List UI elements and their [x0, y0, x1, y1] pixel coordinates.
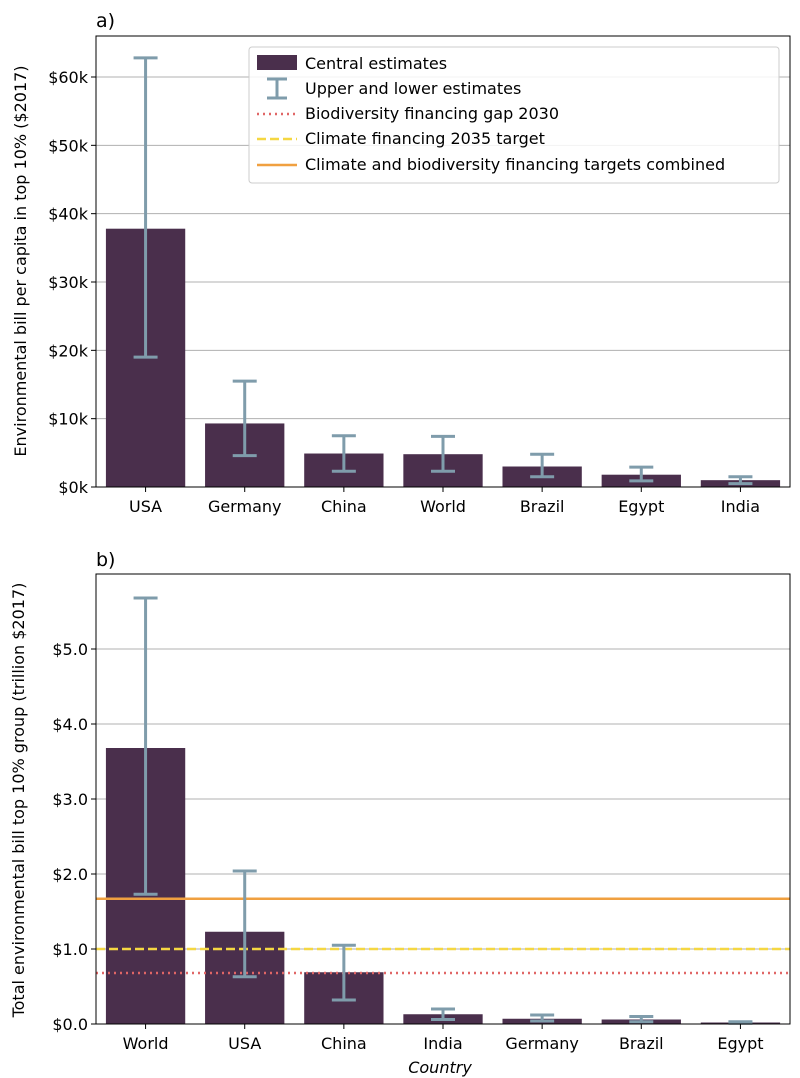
legend-box	[248, 46, 780, 184]
a-y-tick-label: $20k	[48, 341, 89, 360]
b-error-bar	[728, 1020, 753, 1025]
b-error-bar	[331, 943, 356, 1002]
b-y-tick-label: $4.0	[52, 715, 88, 734]
a-x-tick-label: World	[420, 497, 466, 516]
a-error-bar	[728, 475, 753, 486]
legend-error-swatch	[267, 77, 287, 100]
b-x-tick-label: China	[321, 1034, 367, 1053]
a-x-tick-label: China	[321, 497, 367, 516]
b-error-bar	[431, 1007, 455, 1021]
panel-a: a) Environmental bill per capita in top …	[11, 10, 791, 516]
a-error-bar	[431, 434, 455, 473]
panel-b-label: b)	[96, 549, 115, 571]
panel-b-y-ticks: $0.0 $1.0 $2.0 $3.0 $4.0 $5.0	[52, 640, 96, 1034]
panel-a-x-ticks: USA Germany China World Brazil Egypt India	[129, 487, 760, 516]
panel-a-error-bars	[133, 56, 753, 486]
b-y-tick-label: $2.0	[52, 865, 88, 884]
b-error-bar	[530, 1013, 555, 1023]
panel-b-x-ticks: World USA China India Germany Brazil Egypt	[123, 1024, 764, 1053]
b-x-tick-label: Egypt	[717, 1034, 763, 1053]
b-error-bar	[133, 596, 158, 896]
a-x-tick-label: Egypt	[618, 497, 664, 516]
panel-b-grid	[96, 648, 790, 1025]
panel-b-x-axis-label: Country	[408, 1058, 472, 1077]
a-error-bar	[530, 452, 555, 479]
legend-error-label: Upper and lower estimates	[305, 79, 521, 98]
a-y-tick-label: $40k	[48, 205, 89, 224]
panel-b-error-bars	[133, 596, 753, 1025]
b-y-tick-label: $1.0	[52, 940, 88, 959]
b-y-tick-label: $3.0	[52, 790, 88, 809]
a-error-bar	[629, 465, 654, 483]
panel-b: b) Total environmental bill top 10% grou…	[9, 549, 791, 1077]
b-x-tick-label: USA	[228, 1034, 261, 1053]
panel-b-frame	[95, 573, 791, 1025]
legend-climate-label: Climate financing 2035 target	[305, 129, 545, 148]
panel-a-y-axis-label: Environmental bill per capita in top 10%…	[11, 65, 30, 456]
a-y-tick-label: $10k	[48, 410, 89, 429]
a-x-tick-label: USA	[129, 497, 162, 516]
a-y-tick-label: $50k	[48, 136, 89, 155]
a-y-tick-label: $60k	[48, 68, 89, 87]
a-error-bar	[133, 56, 158, 359]
b-y-tick-label: $5.0	[52, 640, 88, 659]
b-x-tick-label: Germany	[505, 1034, 579, 1053]
b-x-tick-label: India	[423, 1034, 462, 1053]
panel-a-frame	[95, 35, 791, 488]
legend: Central estimates Upper and lower estima…	[248, 46, 780, 184]
b-error-bar	[629, 1015, 654, 1024]
a-x-tick-label: Brazil	[520, 497, 565, 516]
a-error-bar	[232, 379, 257, 458]
b-x-tick-label: World	[123, 1034, 169, 1053]
panel-b-bars	[105, 748, 781, 1024]
legend-central-swatch	[257, 55, 297, 70]
a-x-tick-label: Germany	[208, 497, 282, 516]
panel-b-target-lines	[96, 897, 790, 975]
legend-combined-label: Climate and biodiversity financing targe…	[305, 155, 725, 174]
a-error-bar	[331, 434, 356, 473]
b-x-tick-label: Brazil	[619, 1034, 664, 1053]
panel-b-y-axis-label: Total environmental bill top 10% group (…	[9, 583, 28, 1019]
a-y-tick-label: $30k	[48, 273, 89, 292]
a-x-tick-label: India	[721, 497, 760, 516]
b-y-tick-label: $0.0	[52, 1015, 88, 1034]
a-y-tick-label: $0k	[58, 478, 88, 497]
legend-central-label: Central estimates	[305, 54, 447, 73]
panel-a-label: a)	[96, 10, 115, 32]
b-error-bar	[232, 869, 257, 979]
panel-a-y-ticks: $0k $10k $20k $30k $40k $50k $60k	[48, 68, 96, 497]
legend-biodiversity-label: Biodiversity financing gap 2030	[305, 104, 559, 123]
